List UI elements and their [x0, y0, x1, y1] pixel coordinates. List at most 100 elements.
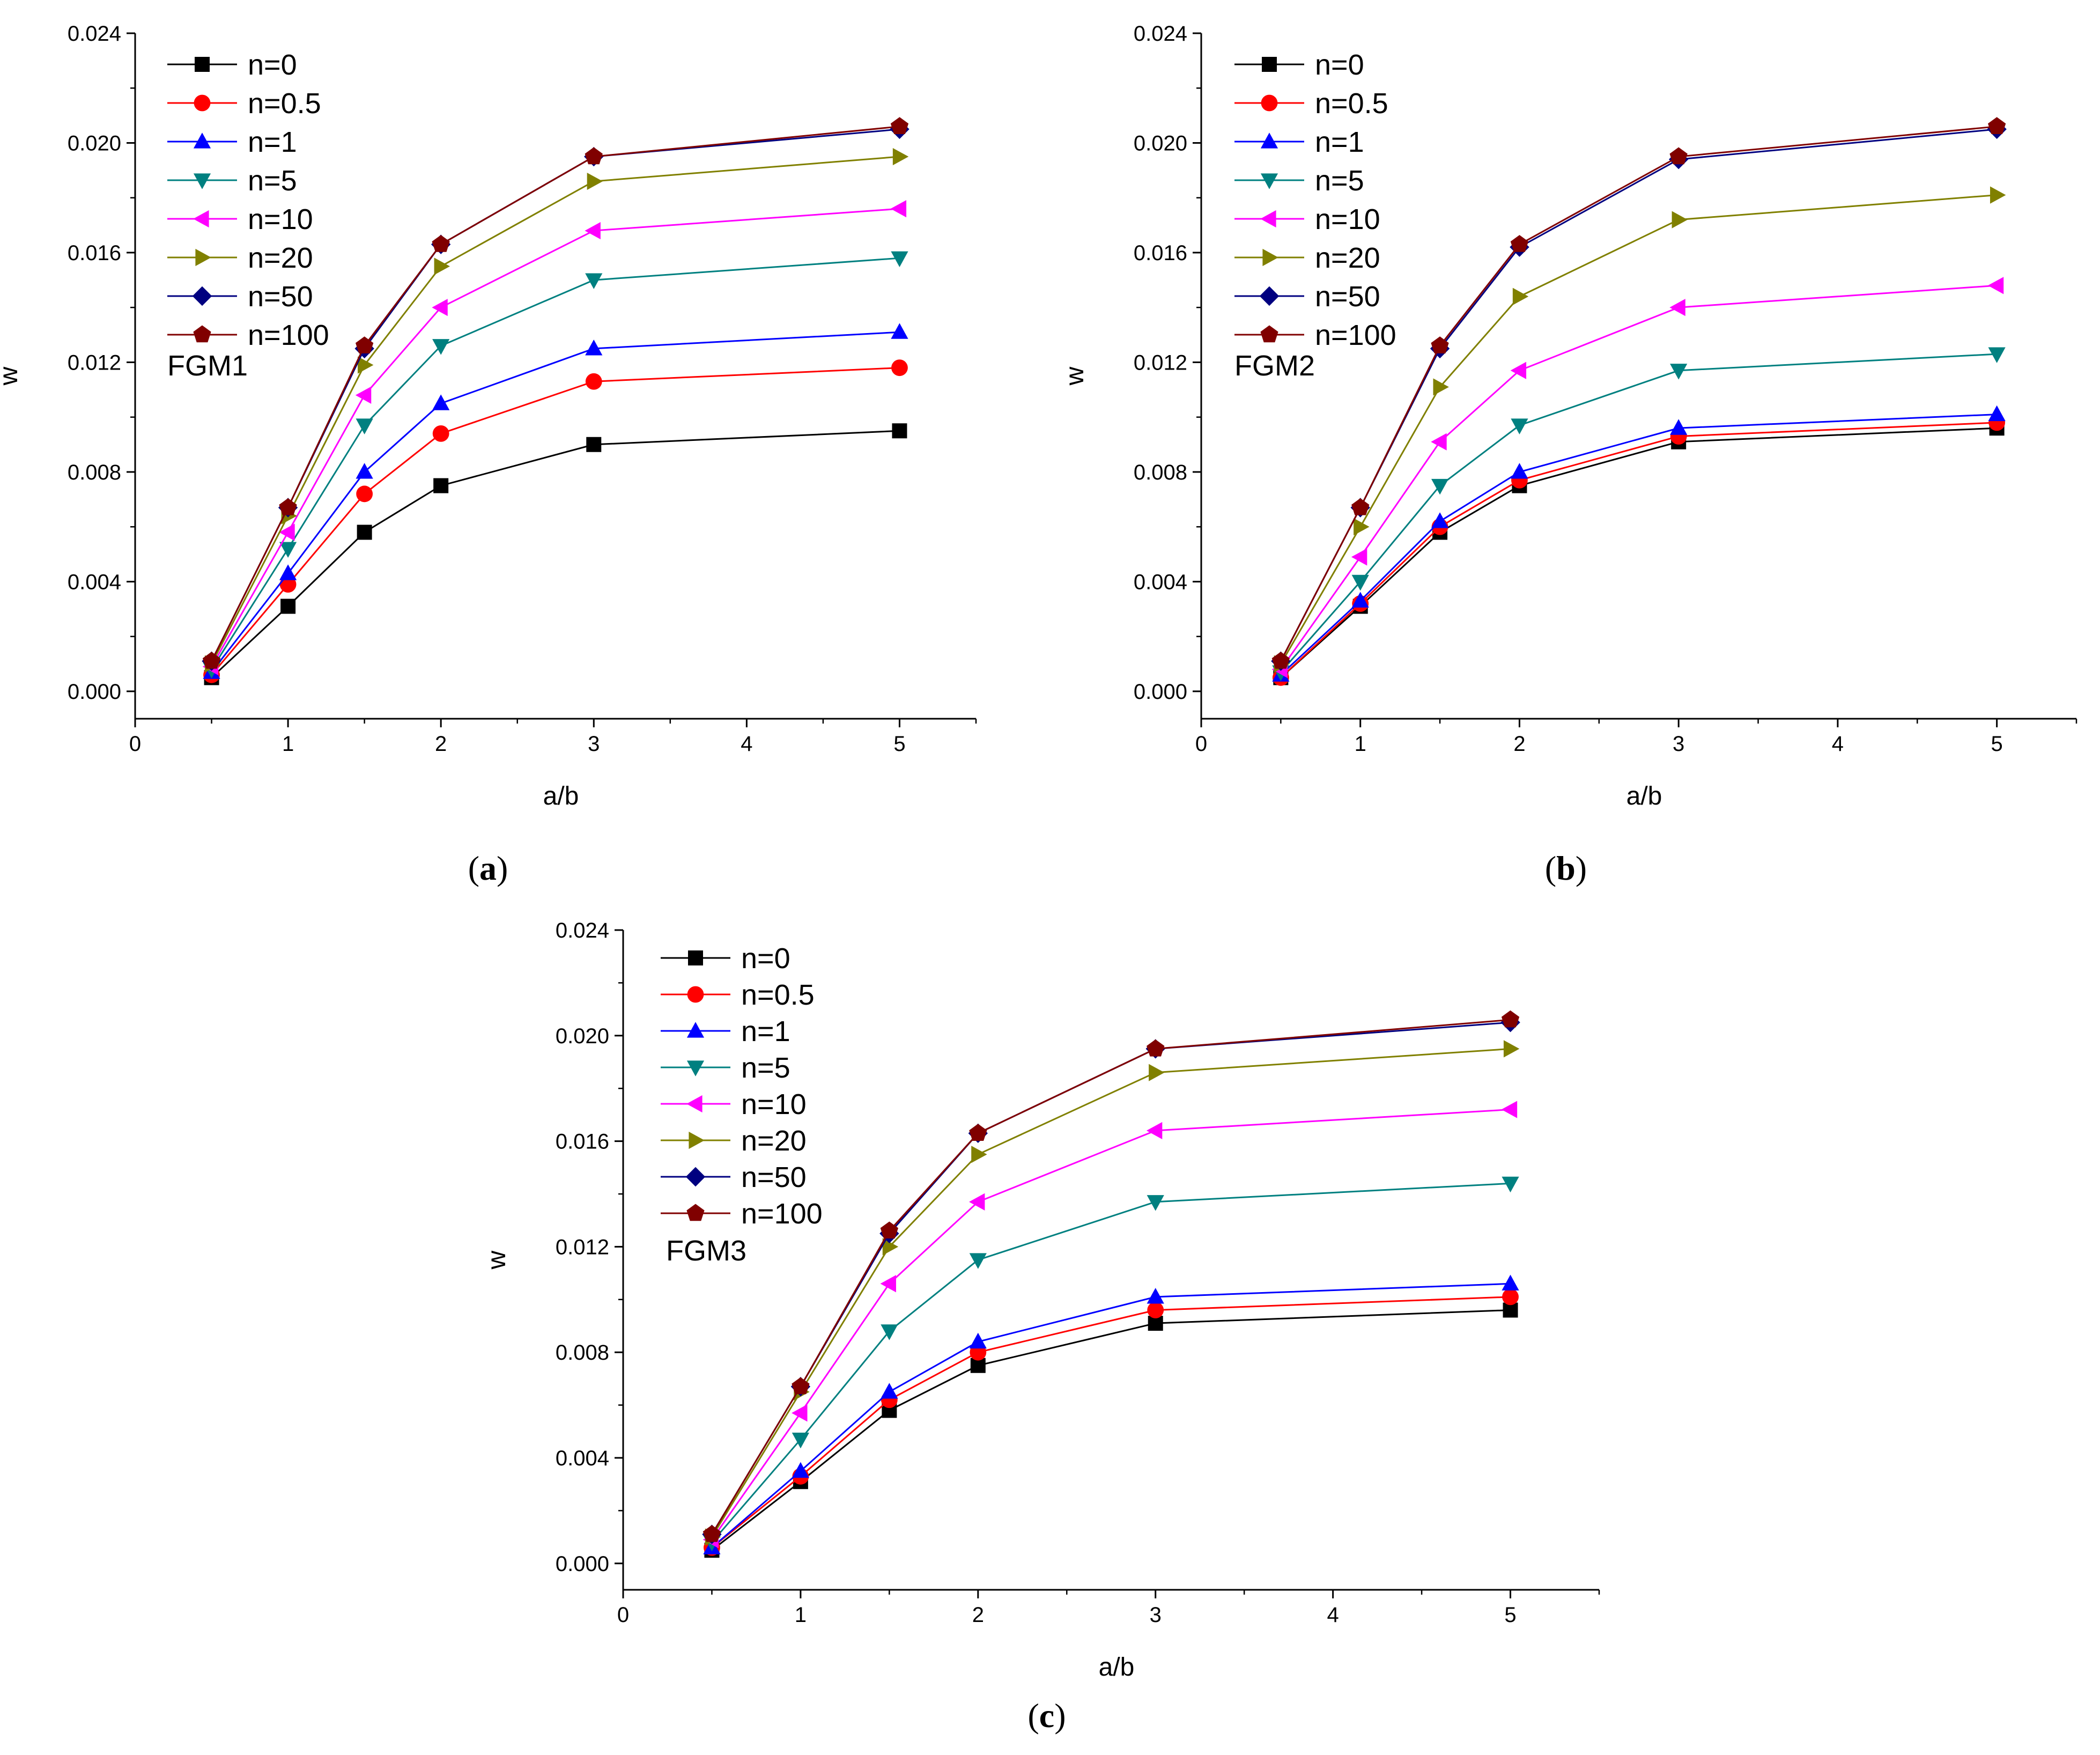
- legend-marker: [688, 950, 703, 965]
- y-tick-label: 0.012: [556, 1235, 609, 1259]
- legend-marker: [1261, 94, 1278, 112]
- data-point-n=5: [969, 1253, 987, 1269]
- data-point-n=0: [357, 525, 372, 540]
- data-point-n=100: [703, 1525, 721, 1542]
- legend-label: n=10: [248, 203, 313, 235]
- data-point-n=10: [355, 386, 372, 404]
- y-axis-label: w: [483, 1250, 511, 1270]
- legend-marker: [195, 248, 211, 267]
- data-point-n=1: [969, 1332, 987, 1349]
- series-line-n=100: [1280, 126, 1997, 662]
- legend-label: n=10: [741, 1088, 807, 1120]
- data-point-n=1: [1351, 592, 1369, 608]
- data-point-n=100: [202, 652, 221, 669]
- data-point-n=20: [358, 356, 374, 374]
- legend-marker: [193, 173, 211, 189]
- data-point-n=20: [1990, 186, 2006, 204]
- data-point-n=10: [1351, 548, 1367, 566]
- y-tick-label: 0.004: [1134, 570, 1187, 594]
- legend-label: n=100: [741, 1198, 823, 1230]
- data-point-n=10: [1987, 277, 2004, 294]
- legend-marker: [1262, 248, 1278, 267]
- legend-marker: [1260, 325, 1278, 343]
- legend-marker: [689, 1131, 705, 1149]
- legend-label: n=50: [741, 1161, 807, 1193]
- series-line-n=5: [211, 257, 900, 670]
- data-point-n=5: [1502, 1176, 1519, 1193]
- y-tick-label: 0.020: [1134, 131, 1187, 155]
- series-line-n=0.5: [711, 1296, 1511, 1548]
- data-point-n=100: [279, 498, 297, 515]
- series-line-n=5: [1280, 353, 1997, 673]
- data-point-n=0: [586, 437, 602, 452]
- series-line-n=5: [711, 1182, 1511, 1543]
- y-tick-label: 0.012: [1134, 351, 1187, 374]
- y-tick-label: 0.016: [556, 1130, 609, 1154]
- y-tick-label: 0.020: [68, 131, 121, 155]
- legend-marker: [686, 1095, 703, 1113]
- legend-label: n=0: [248, 49, 297, 81]
- data-point-n=5: [279, 542, 297, 558]
- data-point-n=5: [1670, 364, 1688, 380]
- y-tick-label: 0.020: [556, 1024, 609, 1048]
- legend-marker: [1262, 57, 1277, 72]
- legend-marker: [685, 1167, 706, 1187]
- panel-label: FGM3: [666, 1235, 746, 1267]
- data-point-n=100: [1501, 1010, 1520, 1028]
- data-point-n=20: [1503, 1040, 1520, 1058]
- data-point-n=100: [1147, 1039, 1165, 1057]
- series-line-n=0: [711, 1309, 1511, 1551]
- data-point-n=100: [969, 1124, 987, 1141]
- data-point-n=100: [890, 117, 909, 134]
- data-point-n=20: [1672, 211, 1688, 228]
- data-point-n=100: [432, 235, 450, 252]
- data-point-n=10: [1146, 1122, 1163, 1140]
- series-line-n=10: [711, 1109, 1511, 1540]
- y-tick-label: 0.008: [1134, 461, 1187, 484]
- data-point-n=100: [1988, 117, 2006, 134]
- data-point-n=10: [1431, 433, 1447, 451]
- x-axis-label: a/b: [543, 782, 579, 810]
- data-point-n=10: [585, 222, 601, 240]
- legend-marker: [1259, 286, 1280, 306]
- data-point-n=0: [970, 1358, 986, 1373]
- data-point-n=5: [356, 418, 373, 434]
- data-point-n=100: [1669, 147, 1688, 165]
- legend-label: n=0.5: [741, 979, 815, 1011]
- data-point-n=1: [891, 323, 908, 339]
- data-point-n=0: [1503, 1302, 1518, 1318]
- legend-marker: [193, 210, 209, 228]
- x-tick-label: 0: [617, 1603, 629, 1627]
- data-point-n=0.5: [1502, 1288, 1519, 1306]
- data-point-n=10: [969, 1193, 985, 1211]
- data-point-n=0.5: [279, 576, 297, 593]
- data-point-n=1: [1988, 405, 2006, 422]
- y-tick-label: 0.016: [68, 241, 121, 265]
- data-point-n=5: [792, 1432, 810, 1449]
- legend-label: n=50: [248, 281, 313, 313]
- data-point-n=5: [891, 251, 908, 267]
- legend-label: n=20: [741, 1125, 807, 1157]
- series-line-n=20: [1280, 194, 1997, 665]
- legend-marker: [686, 1204, 705, 1221]
- data-point-n=5: [1511, 418, 1528, 434]
- legend-label: n=5: [741, 1052, 790, 1084]
- data-point-n=0: [433, 478, 449, 493]
- data-point-n=100: [585, 147, 603, 165]
- legend-label: n=1: [1315, 126, 1364, 158]
- x-tick-label: 1: [282, 732, 294, 756]
- series-line-n=20: [711, 1048, 1511, 1538]
- series-line-n=1: [211, 331, 900, 673]
- legend-marker: [193, 325, 211, 343]
- series-line-n=0.5: [211, 367, 900, 676]
- legend-label: n=5: [248, 165, 297, 197]
- data-point-n=5: [432, 339, 450, 355]
- data-point-n=0.5: [432, 425, 449, 442]
- data-point-n=1: [585, 340, 603, 356]
- legend-label: n=20: [248, 242, 313, 274]
- x-tick-label: 0: [1195, 732, 1207, 756]
- data-point-n=20: [1149, 1064, 1165, 1081]
- y-axis-label: w: [0, 366, 23, 386]
- legend-label: n=10: [1315, 203, 1380, 235]
- data-point-n=20: [971, 1146, 987, 1163]
